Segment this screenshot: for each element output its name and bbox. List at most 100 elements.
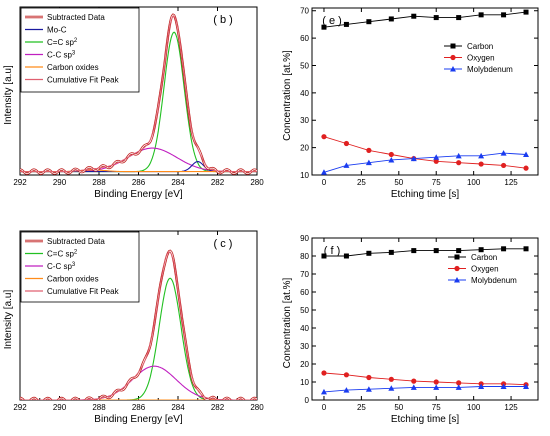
data-point (388, 385, 395, 391)
x-tick-label: 25 (357, 403, 366, 412)
legend: Carbon Oxygen Molybdenum (448, 253, 517, 285)
data-point (343, 253, 349, 259)
x-tick-label: 288 (92, 178, 106, 187)
data-point (388, 376, 394, 382)
x-tick-label: 282 (211, 178, 225, 187)
y-tick-label: 30 (300, 342, 309, 351)
legend-label: Subtracted Data (47, 237, 105, 246)
y-tick-label: 60 (300, 34, 309, 43)
data-point (411, 378, 417, 384)
legend-label: Cumulative Fit Peak (47, 287, 120, 296)
legend: Subtracted Data C=C sp2 C-C sp3 Carbon oxid… (20, 231, 140, 303)
series-line (323, 136, 527, 169)
y-tick-label: 70 (300, 270, 309, 279)
series-oxygen (321, 370, 529, 388)
data-point (456, 15, 462, 21)
series-molybdenum (320, 150, 530, 175)
data-point (343, 387, 350, 393)
x-tick-label: 292 (13, 178, 27, 187)
data-point (343, 372, 350, 378)
legend-frame (20, 7, 140, 93)
panel-label: ( c ) (214, 238, 233, 250)
x-tick-label: 292 (13, 403, 27, 412)
x-tick-label: 290 (53, 403, 67, 412)
series-line (323, 372, 527, 386)
series-oxygen (321, 134, 529, 171)
legend-label: Molybdenum (471, 276, 517, 285)
data-point (433, 154, 440, 160)
x-tick-label: 25 (357, 178, 366, 187)
legend-marker (450, 43, 456, 49)
data-point (411, 13, 417, 19)
x-tick-label: 280 (250, 403, 264, 412)
y-tick-label: 10 (300, 378, 309, 387)
data-point (388, 156, 395, 163)
series-line (324, 248, 526, 257)
x-tick-label: 280 (250, 178, 264, 187)
data-point (523, 9, 529, 15)
y-tick-label: 30 (300, 116, 309, 125)
legend-marker (454, 254, 460, 260)
panel-f: 0 25 50 75 100 125 0 10 20 30 40 50 60 70 80 90 Etching … (282, 234, 539, 425)
panel-label: ( e ) (322, 15, 342, 27)
panel-b: 292 290 288 286 284 282 280 Binding Energy [eV]… (3, 6, 264, 200)
data-point (478, 383, 485, 389)
data-point (411, 248, 417, 254)
x-tick-label: 50 (394, 403, 403, 412)
data-point (523, 246, 529, 252)
legend-label: Oxygen (467, 54, 495, 63)
legend: Subtracted Data Mo-C C=C sp2 C-C sp3 Carbon … (20, 7, 140, 93)
data-point (321, 370, 327, 376)
curves (20, 13, 257, 175)
x-axis-label: Binding Energy [eV] (94, 414, 183, 425)
x-tick-label: 75 (432, 178, 441, 187)
data-point (366, 19, 372, 25)
x-tick-label: 50 (394, 178, 403, 187)
legend-marker (454, 265, 460, 272)
data-point (500, 383, 507, 389)
x-axis-label: Binding Energy [eV] (94, 189, 183, 200)
data-point (501, 246, 507, 252)
panel-c: 292 290 288 286 284 282 280 Binding Energy [eV]… (3, 230, 264, 425)
data-point (388, 16, 394, 22)
y-axis-label: Concentration [at.%] (282, 277, 293, 368)
legend-label: Mo-C (47, 26, 67, 35)
x-tick-label: 284 (171, 403, 185, 412)
x-tick-label: 100 (467, 403, 481, 412)
y-tick-label: 40 (300, 89, 309, 98)
data-point (456, 380, 462, 386)
series-subtracted-data-inner (20, 14, 257, 175)
data-point (365, 159, 372, 166)
curves (20, 249, 257, 400)
x-axis-label: Etching time [s] (391, 414, 460, 425)
data-point (500, 150, 507, 156)
legend-marker (454, 277, 460, 283)
data-point (478, 161, 484, 167)
legend-label: Carbon (467, 42, 493, 51)
x-tick-label: 286 (132, 403, 146, 412)
y-tick-label: 50 (300, 61, 309, 70)
x-tick-label: 286 (132, 178, 146, 187)
series-line (323, 152, 527, 173)
y-tick-label: 20 (300, 360, 309, 369)
series-cumulative-fit-peak (20, 251, 257, 400)
data-point (320, 388, 327, 395)
data-point (388, 249, 394, 255)
data-point (501, 12, 507, 18)
data-point (433, 248, 439, 254)
x-tick-label: 75 (432, 403, 441, 412)
data-point (388, 151, 394, 158)
data-point (433, 15, 439, 21)
y-tick-label: 0 (305, 396, 310, 405)
x-axis-label: Etching time [s] (391, 189, 460, 200)
data-point (433, 384, 440, 390)
panel-e: 0 25 50 75 100 125 10 20 30 40 50 60 70 Etching time … (282, 7, 539, 200)
data-point (321, 24, 327, 30)
legend-label: Carbon oxides (47, 63, 99, 72)
series-mo-c (20, 161, 257, 173)
legend-label: C=C sp2 (47, 38, 78, 47)
x-tick-label: 290 (53, 178, 67, 187)
x-tick-label: 288 (92, 403, 106, 412)
data-point (433, 158, 439, 164)
data-point (523, 165, 529, 171)
